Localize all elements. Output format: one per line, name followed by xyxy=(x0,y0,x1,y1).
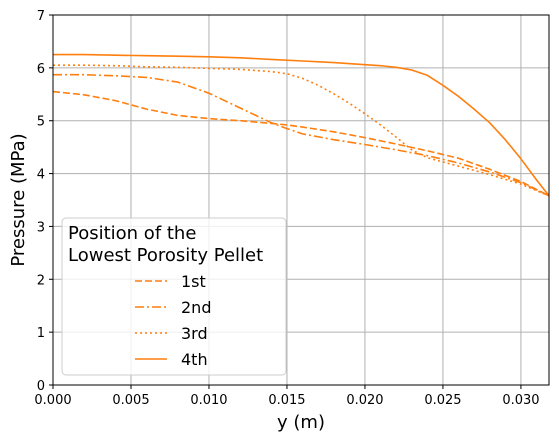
legend-label-1st: 1st xyxy=(181,272,206,291)
legend-label-2nd: 2nd xyxy=(181,298,211,317)
axis-ticks: 0.000 0.005 0.010 0.015 0.020 0.025 0.030 0 1 2 3 4… xyxy=(34,9,539,408)
series-line-3rd xyxy=(53,64,550,197)
legend-label-3rd: 3rd xyxy=(181,324,208,343)
series-line-2nd xyxy=(53,73,550,197)
series-line-4th xyxy=(53,53,550,197)
legend-label-4th: 4th xyxy=(181,350,208,369)
legend-entries: 1st 2nd 3rd 4th xyxy=(135,272,211,369)
x-tick-label: 0.025 xyxy=(424,393,461,408)
legend-box xyxy=(61,217,287,376)
x-tick-label: 0.015 xyxy=(268,393,305,408)
y-tick-label: 7 xyxy=(37,9,45,24)
y-tick-label: 0 xyxy=(37,379,45,394)
legend: Position of the Lowest Porosity Pellet 1… xyxy=(61,217,287,376)
x-tick-label: 0.000 xyxy=(34,393,71,408)
y-tick-label: 3 xyxy=(37,220,45,235)
x-tick-label: 0.010 xyxy=(190,393,227,408)
legend-title-line-2: Lowest Porosity Pellet xyxy=(68,245,263,266)
plot-frame xyxy=(52,14,550,386)
y-axis-label: Pressure (MPa) xyxy=(8,133,29,266)
y-tick-label: 4 xyxy=(37,168,45,183)
y-tick-label: 1 xyxy=(37,326,45,341)
x-axis-label: y (m) xyxy=(277,412,325,433)
x-tick-label: 0.005 xyxy=(112,393,149,408)
x-tick-label: 0.030 xyxy=(502,393,539,408)
y-tick-label: 6 xyxy=(37,62,45,77)
legend-title-line-1: Position of the xyxy=(68,223,196,244)
x-tick-label: 0.020 xyxy=(346,393,383,408)
y-tick-label: 2 xyxy=(37,273,45,288)
y-tick-label: 5 xyxy=(37,115,45,130)
series-line-1st xyxy=(52,90,550,197)
series-lines xyxy=(52,53,550,197)
